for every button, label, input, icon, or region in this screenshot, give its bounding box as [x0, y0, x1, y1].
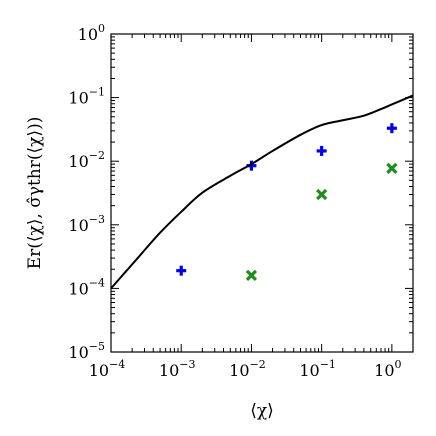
plot-frame [110, 33, 414, 353]
plus-marker [386, 123, 397, 134]
y-tick-label: 10−5 [68, 340, 105, 362]
plus-marker [316, 145, 327, 156]
x-tick-label: 100 [374, 358, 401, 380]
x-tick-label: 10−2 [229, 358, 266, 380]
y-tick-label: 10−3 [68, 213, 105, 235]
x-tick-labels: 10−4 10−3 10−2 10−1 100 [89, 358, 402, 380]
plus-marker [176, 265, 187, 276]
y-tick-label: 10−2 [68, 149, 105, 171]
x-tick-label: 10−4 [89, 358, 126, 380]
x-marker [386, 162, 398, 175]
x-tick-label: 10−3 [159, 358, 196, 380]
x-marker [316, 188, 328, 201]
y-tick-label: 10−4 [68, 276, 105, 298]
x-tick-label: 10−1 [299, 358, 336, 380]
x-marker [245, 269, 258, 282]
y-tick-label: 100 [78, 22, 105, 44]
curve-line [110, 94, 414, 290]
data-layer [110, 94, 414, 290]
y-tick-label: 10−1 [68, 86, 105, 108]
x-axis-label: ⟨χ⟩ [250, 401, 274, 421]
y-axis-label: Er(⟨χ⟩, σ̂γthr(⟨χ⟩)) [25, 117, 45, 270]
tick-marks [110, 33, 414, 353]
y-tick-labels: 10−5 10−4 10−3 10−2 10−1 100 [68, 22, 105, 362]
